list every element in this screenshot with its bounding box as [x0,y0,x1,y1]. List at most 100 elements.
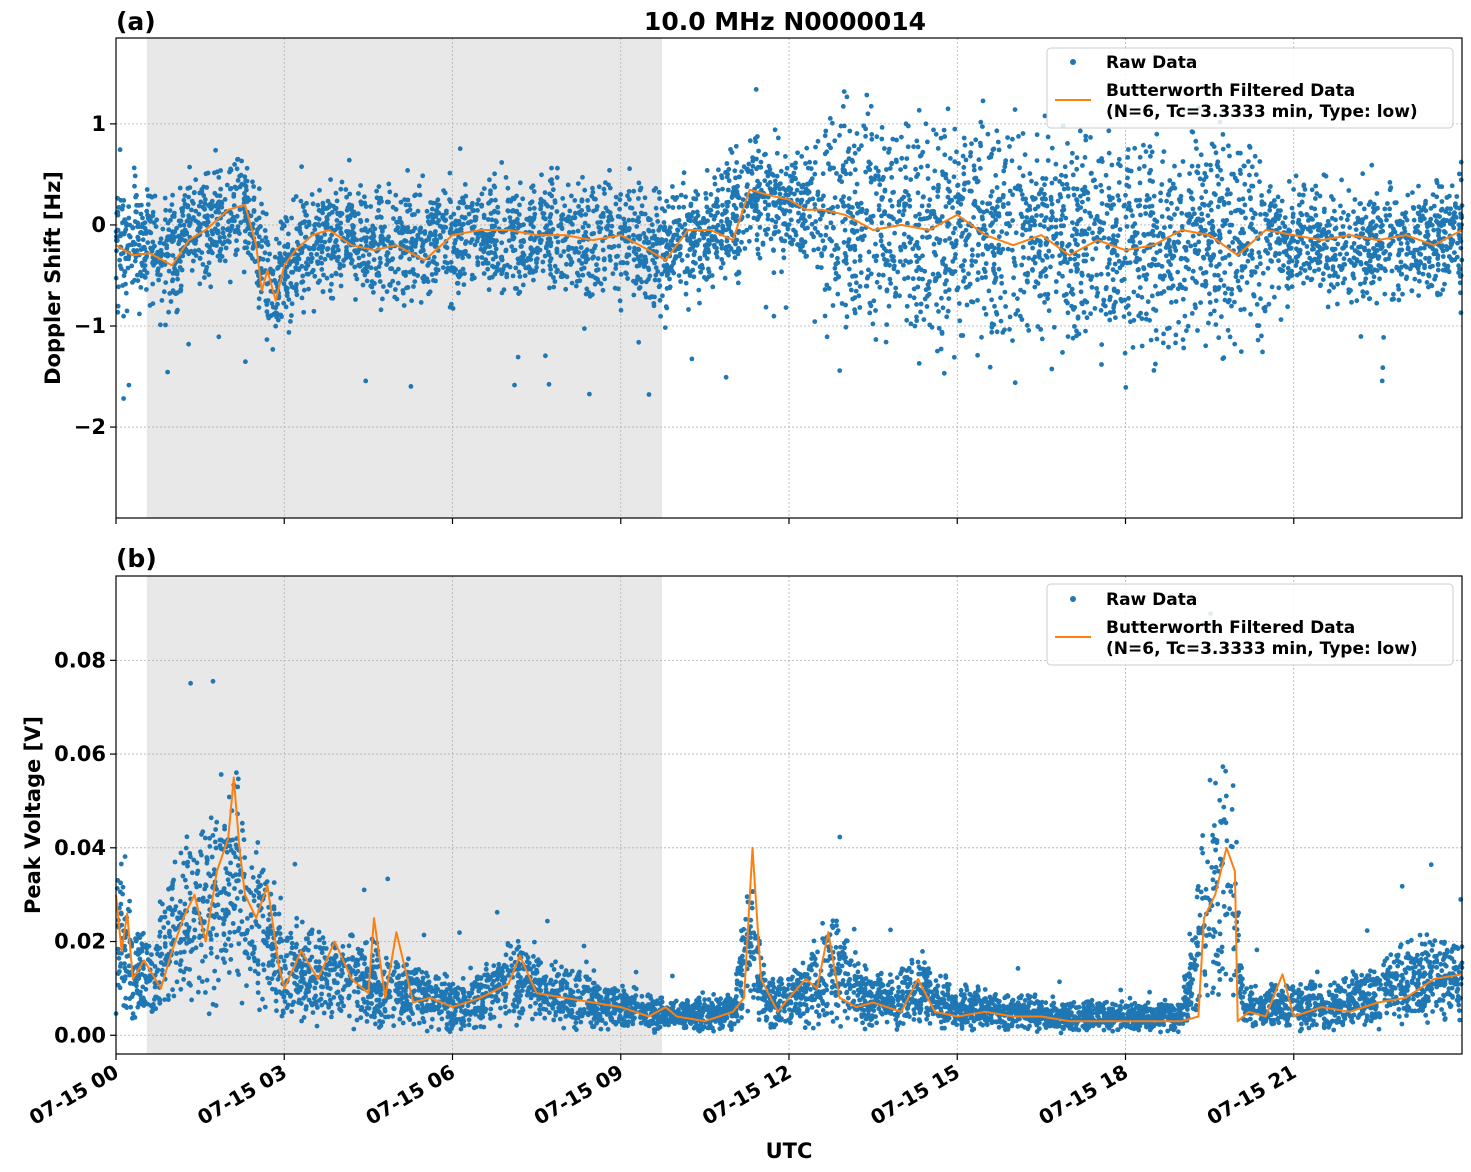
raw-data-point [724,219,730,225]
raw-data-point [1369,162,1375,168]
raw-data-point [1208,262,1214,268]
raw-data-point [742,246,748,251]
raw-data-point [815,264,820,270]
raw-data-point [983,311,989,317]
raw-data-point [1076,218,1081,224]
raw-data-point [333,271,339,277]
raw-data-point [507,264,513,270]
raw-data-point [121,313,126,319]
raw-data-point [882,146,887,151]
raw-data-point [1116,180,1122,185]
raw-data-point [299,295,305,301]
raw-data-point [602,191,607,197]
raw-data-point [202,220,208,226]
raw-data-point [1053,217,1059,223]
raw-data-point [924,208,930,214]
raw-data-point [969,247,975,253]
raw-data-point [1256,282,1262,287]
raw-data-point [631,249,637,255]
raw-data-point [1042,182,1047,188]
raw-data-point [988,210,994,216]
raw-data-point [1147,231,1153,237]
raw-data-point [288,319,293,324]
raw-data-point [415,208,421,214]
raw-data-point [384,199,390,205]
raw-data-point [1364,290,1370,296]
raw-data-point [555,267,560,273]
raw-data-point [1454,194,1460,199]
raw-data-point [444,269,449,275]
raw-data-point [960,333,966,338]
raw-data-point [1141,232,1147,237]
raw-data-point [1405,240,1410,246]
raw-data-point [638,258,644,264]
raw-data-point [203,269,208,275]
raw-data-point [315,259,320,265]
raw-data-point [661,220,667,225]
raw-data-point [892,263,897,269]
raw-data-point [248,252,254,258]
raw-data-point [1424,280,1430,285]
raw-data-point [325,247,330,252]
raw-data-point [185,204,191,210]
raw-data-point [859,227,865,232]
raw-data-point [357,263,362,269]
raw-data-point [1259,193,1264,198]
raw-data-point [1253,172,1259,178]
raw-data-point [547,285,552,291]
raw-data-point [657,297,663,303]
raw-data-point [1188,195,1194,201]
raw-data-point [319,260,325,266]
raw-data-point [1133,259,1138,264]
raw-data-point [1045,291,1051,297]
raw-data-point [320,289,326,295]
raw-data-point [252,259,258,264]
raw-data-point [1189,163,1195,169]
raw-data-point [1348,288,1353,293]
raw-data-point [1254,264,1260,270]
raw-data-point [1149,203,1155,209]
raw-data-point [358,219,364,225]
raw-data-point [502,263,507,269]
raw-data-point [701,275,707,280]
raw-data-point [843,216,848,222]
raw-data-point [1458,159,1464,165]
raw-data-point [1422,262,1427,268]
raw-data-point [1185,239,1191,245]
raw-data-point [854,131,860,136]
raw-data-point [220,241,226,247]
raw-data-point [1435,267,1441,273]
raw-data-point [1046,248,1052,254]
raw-data-point [1127,260,1133,265]
raw-data-point [1294,272,1300,278]
raw-data-point [1458,177,1464,183]
raw-data-point [1250,183,1256,189]
raw-data-point [1317,253,1323,258]
raw-data-point [715,210,720,216]
raw-data-point [1240,196,1246,202]
raw-data-point [662,208,668,214]
raw-data-point [1217,198,1222,204]
raw-data-point [368,265,374,271]
raw-data-point [900,212,906,218]
raw-data-point [1272,294,1277,300]
raw-data-point [326,212,332,217]
raw-data-point [845,209,851,215]
raw-data-point [122,217,127,223]
raw-data-point [1053,279,1059,284]
raw-data-point [1046,308,1052,314]
raw-data-point [801,190,807,195]
raw-data-point [720,260,726,266]
raw-data-point [815,246,821,252]
raw-data-point [150,239,156,245]
raw-data-point [558,223,564,228]
raw-data-point [162,195,168,201]
raw-data-point [878,232,884,238]
raw-data-point [1125,147,1131,152]
raw-data-point [989,324,995,330]
raw-data-point [338,283,344,289]
raw-data-point [1070,220,1075,226]
raw-data-point [1038,327,1044,332]
raw-data-point [344,207,350,213]
raw-data-point [312,221,318,227]
